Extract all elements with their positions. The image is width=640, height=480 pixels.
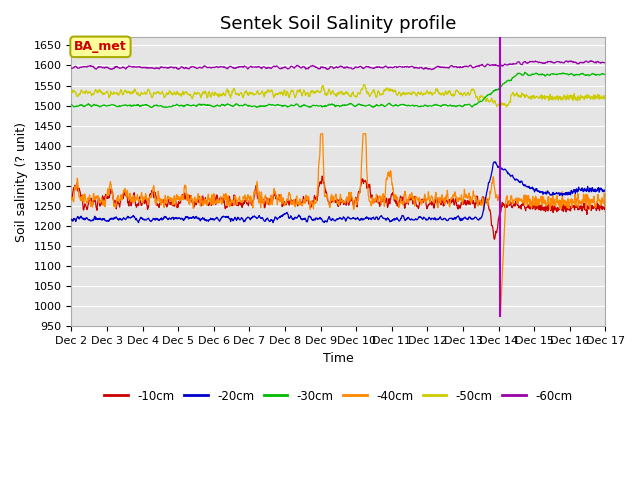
Y-axis label: Soil salinity (? unit): Soil salinity (? unit) (15, 122, 28, 242)
Legend: -10cm, -20cm, -30cm, -40cm, -50cm, -60cm: -10cm, -20cm, -30cm, -40cm, -50cm, -60cm (100, 385, 577, 407)
Title: Sentek Soil Salinity profile: Sentek Soil Salinity profile (220, 15, 456, 33)
Text: BA_met: BA_met (74, 40, 127, 53)
X-axis label: Time: Time (323, 352, 354, 365)
